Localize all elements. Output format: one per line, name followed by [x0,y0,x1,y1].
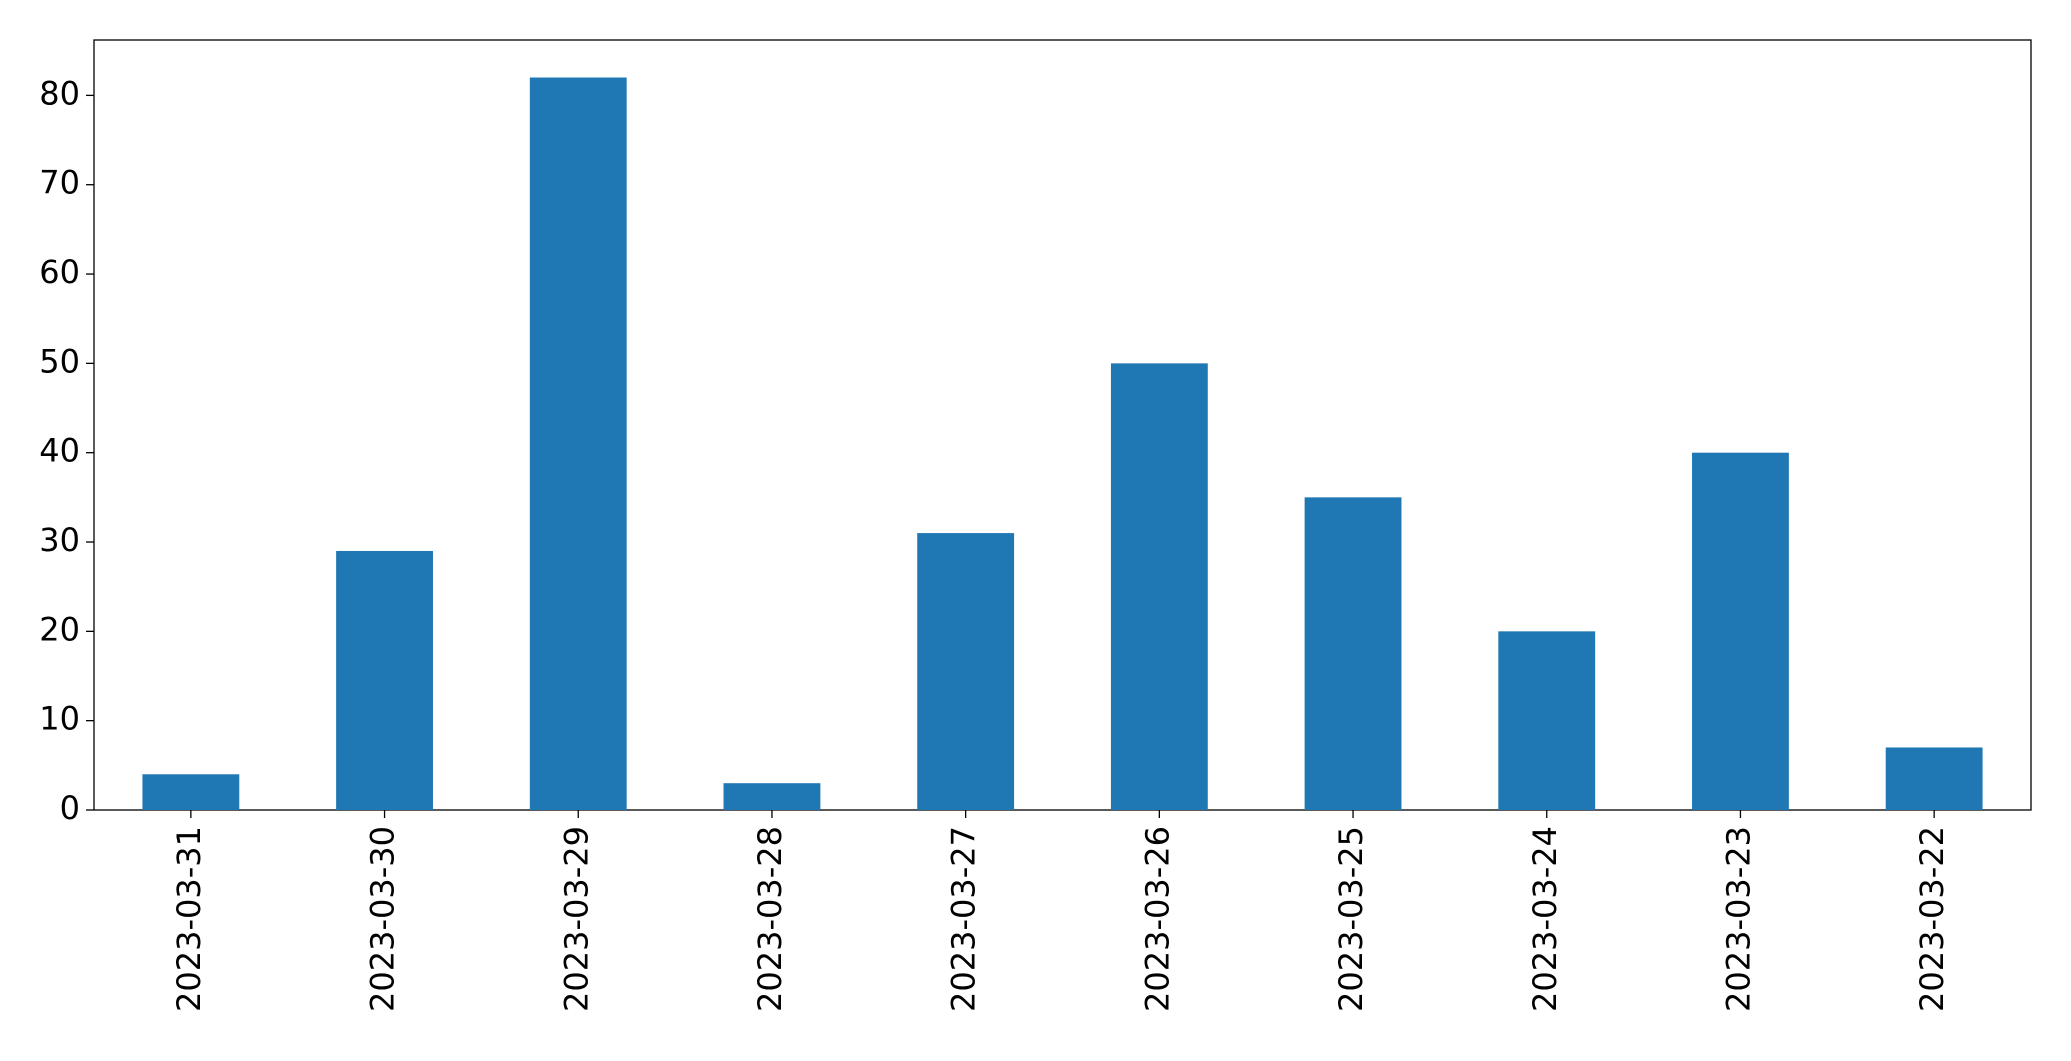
x-tick-label: 2023-03-25 [1332,826,1370,1012]
bar [529,77,627,811]
x-tick-label: 2023-03-28 [751,826,789,1012]
bar [1304,497,1402,810]
bar [336,550,433,810]
bar [1885,747,1983,810]
bar [1110,363,1208,810]
y-tick-label: 10 [39,700,80,738]
bar [917,533,1015,810]
y-tick-label: 30 [39,521,80,559]
plot-frame [93,39,2032,811]
y-tick-label: 80 [39,74,80,112]
bar [142,774,240,810]
x-tick-label: 2023-03-26 [1138,826,1176,1012]
x-tick-label: 2023-03-27 [945,826,983,1012]
y-tick-label: 60 [39,253,80,291]
y-tick-label: 40 [39,432,80,470]
x-tick-label: 2023-03-22 [1913,826,1951,1012]
bar [1692,452,1789,810]
x-tick-label: 2023-03-24 [1526,826,1564,1012]
bar [723,783,821,810]
y-tick-label: 70 [39,164,80,202]
x-tick-label: 2023-03-31 [170,826,208,1012]
x-tick-label: 2023-03-23 [1719,826,1757,1012]
y-tick-label: 20 [39,610,80,648]
y-tick-label: 0 [60,789,80,827]
x-tick-label: 2023-03-29 [557,826,595,1012]
x-tick-label: 2023-03-30 [364,826,402,1012]
bar [1498,631,1596,810]
y-tick-label: 50 [39,342,80,380]
